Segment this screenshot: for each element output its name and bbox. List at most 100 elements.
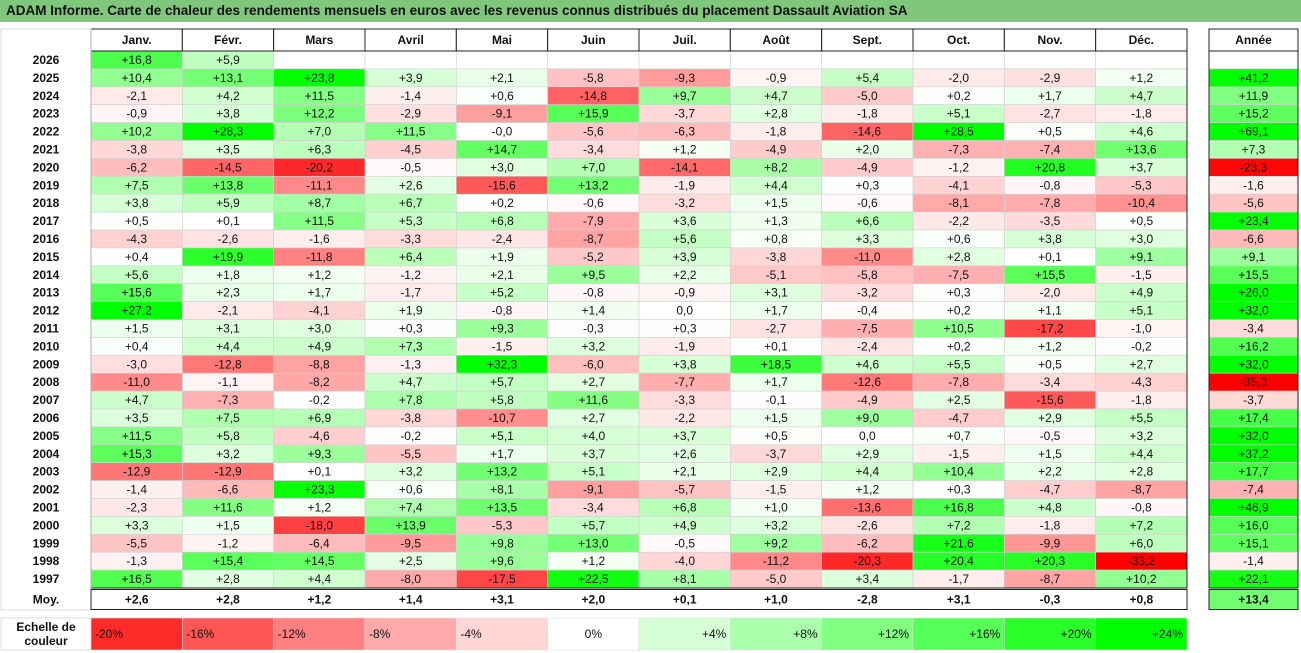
cell-value: +1,5 [764,196,788,210]
row-label: 2010 [33,339,60,353]
cell-value: 0,0 [859,429,876,443]
cell-value: +9,2 [764,536,788,550]
average-value: +1,2 [307,593,331,607]
cell-value: -0,9 [126,107,147,121]
cell-value: +4,4 [855,465,879,479]
cell-value: -0,9 [766,71,787,85]
cell-value: +15,4 [213,554,244,568]
cell-value: +2,0 [855,142,879,156]
cell-value: -1,2 [218,536,239,550]
cell-value: -0,9 [674,286,695,300]
cell-value: +0,5 [764,429,788,443]
cell-value: +13,2 [487,465,518,479]
cell-value: +2,9 [764,465,788,479]
cell-value: +16,8 [943,500,974,514]
cell-value: -2,1 [126,89,147,103]
cell-value: +4,9 [673,518,697,532]
cell-value: +5,6 [673,232,697,246]
cell-value: -0,8 [492,304,513,318]
cell-value: +3,3 [855,232,879,246]
year-total-value: +32,0 [1238,304,1269,318]
row-label: 1999 [33,536,60,550]
cell-value: -2,0 [948,71,969,85]
cell-value: -1,1 [218,375,239,389]
average-year-value: +13,4 [1238,593,1269,607]
cell-value: 0,0 [676,304,693,318]
cell-value: -5,7 [674,483,695,497]
cell-value: +2,3 [216,286,240,300]
cell-value: -14,6 [854,125,882,139]
cell-value: +20,4 [943,554,974,568]
cell-value: -1,7 [948,572,969,586]
row-label: 2022 [33,125,60,139]
cell-value: -4,7 [1040,483,1061,497]
cell-value: +0,8 [764,232,788,246]
cell-value: +1,9 [399,304,423,318]
cell-value: -4,5 [400,142,421,156]
color-scale-swatch [456,617,548,651]
cell-value: +2,1 [490,268,514,282]
year-total-value: -1,6 [1243,178,1264,192]
year-total-value: -35,3 [1240,375,1268,389]
cell-value: +7,4 [399,500,423,514]
cell-value: +4,9 [1129,286,1153,300]
cell-value: +5,1 [947,107,971,121]
cell-value: +4,0 [581,429,605,443]
cell-value: -15,6 [1036,393,1064,407]
cell-value: -3,4 [1040,375,1061,389]
cell-value: +2,2 [673,268,697,282]
cell-value: +7,8 [399,393,423,407]
average-value: +1,0 [764,593,788,607]
cell-value: +6,0 [1129,536,1153,550]
cell-value: +13,9 [395,518,426,532]
cell-value: +5,1 [490,429,514,443]
heatmap-cell [273,50,366,70]
cell-value: -3,4 [583,500,604,514]
cell-value: +20,3 [1035,554,1066,568]
cell-value: +2,5 [947,393,971,407]
cell-value: +3,1 [764,286,788,300]
cell-value: +16,8 [121,53,152,67]
row-label: 2008 [33,375,60,389]
cell-value: +6,4 [399,250,423,264]
cell-value: +7,5 [125,178,149,192]
cell-value: +8,1 [673,572,697,586]
cell-value: -12,6 [854,375,882,389]
year-total-value: +26,0 [1238,286,1269,300]
column-header: Oct. [947,33,970,47]
row-label: 2025 [33,71,60,85]
cell-value: -2,9 [1040,71,1061,85]
year-total-cell [1208,50,1299,70]
year-total-value: +32,0 [1238,429,1269,443]
cell-value: +0,2 [490,196,514,210]
cell-value: +5,9 [216,53,240,67]
cell-value: -8,7 [1131,483,1152,497]
color-scale-step-label: 0% [585,627,603,641]
cell-value: -1,5 [766,483,787,497]
cell-value: -9,5 [400,536,421,550]
cell-value: +28,3 [213,125,244,139]
column-header: Avril [398,33,424,47]
year-column-header: Année [1235,33,1272,47]
cell-value: -8,2 [309,375,330,389]
cell-value: +9,8 [490,536,514,550]
year-total-value: -6,6 [1243,232,1264,246]
cell-value: -4,7 [948,411,969,425]
color-scale-step-label: -16% [186,627,214,641]
year-total-value: +9,1 [1242,250,1266,264]
cell-value: +8,7 [307,196,331,210]
row-label: 2011 [33,321,59,335]
cell-value: +0,1 [216,214,240,228]
cell-value: -17,2 [1036,321,1064,335]
average-row-label: Moy. [33,593,59,607]
row-label: 2021 [33,142,60,156]
cell-value: +0,2 [947,339,971,353]
cell-value: -4,3 [1131,375,1152,389]
cell-value: +3,8 [1038,232,1062,246]
cell-value: +13,5 [487,500,518,514]
cell-value: +7,2 [947,518,971,532]
cell-value: +7,0 [581,160,605,174]
year-total-value: +16,2 [1238,339,1269,353]
cell-value: +0,5 [1129,214,1153,228]
